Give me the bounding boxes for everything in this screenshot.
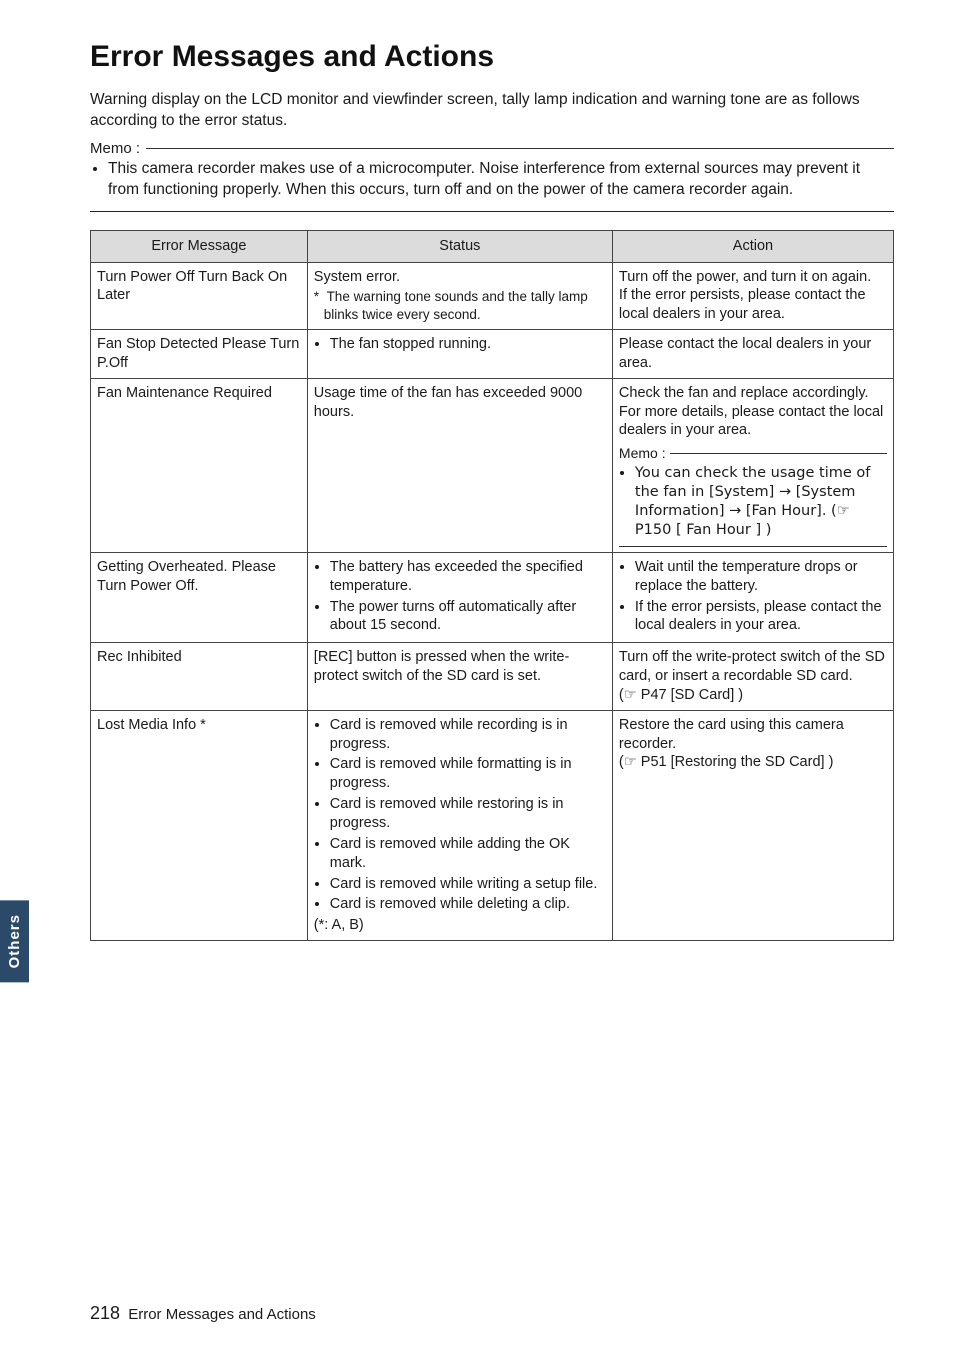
footer-label: Error Messages and Actions [128, 1306, 316, 1323]
inner-memo-end-rule [619, 546, 887, 547]
status-list: The fan stopped running. [314, 335, 606, 354]
status-lead: System error. [314, 268, 606, 287]
action-list: Wait until the temperature drops or repl… [619, 558, 887, 635]
status-star-note: * The warning tone sounds and the tally … [314, 288, 606, 323]
table-header-row: Error Message Status Action [91, 230, 894, 262]
status-list: Card is removed while recording is in pr… [314, 716, 606, 914]
status-item: Card is removed while recording is in pr… [330, 716, 606, 754]
inner-memo-item: You can check the usage time of the fan … [635, 464, 887, 539]
cell-status: The battery has exceeded the specified t… [307, 552, 612, 642]
cell-action: Check the fan and replace accordingly. F… [612, 378, 893, 552]
status-item: Card is removed while adding the OK mark… [330, 835, 606, 873]
inner-memo-header: Memo : [619, 444, 887, 462]
cell-msg: Lost Media Info * [91, 710, 308, 940]
table-row: Lost Media Info * Card is removed while … [91, 710, 894, 940]
cell-status: The fan stopped running. [307, 330, 612, 379]
col-status: Status [307, 230, 612, 262]
cell-msg: Getting Overheated. Please Turn Power Of… [91, 552, 308, 642]
page-number: 218 [90, 1303, 120, 1323]
col-error-message: Error Message [91, 230, 308, 262]
status-item: Card is removed while writing a setup fi… [330, 875, 606, 894]
action-text: Check the fan and replace accordingly. F… [619, 384, 887, 441]
cell-action: Please contact the local dealers in your… [612, 330, 893, 379]
memo-bullet: This camera recorder makes use of a micr… [108, 159, 894, 201]
cell-action: Turn off the power, and turn it on again… [612, 262, 893, 330]
table-row: Fan Maintenance Required Usage time of t… [91, 378, 894, 552]
cell-msg: Rec Inhibited [91, 643, 308, 711]
memo-bullets: This camera recorder makes use of a micr… [90, 159, 894, 201]
inner-memo-item-text: You can check the usage time of the fan … [635, 465, 870, 538]
status-item: Card is removed while formatting is in p… [330, 755, 606, 793]
col-action: Action [612, 230, 893, 262]
cell-status: [REC] button is pressed when the write-p… [307, 643, 612, 711]
table-row: Getting Overheated. Please Turn Power Of… [91, 552, 894, 642]
cell-action: Turn off the write-protect switch of the… [612, 643, 893, 711]
memo-label: Memo : [90, 140, 140, 157]
inner-memo-label: Memo : [619, 444, 666, 462]
action-item: Wait until the temperature drops or repl… [635, 558, 887, 596]
table-row: Rec Inhibited [REC] button is pressed wh… [91, 643, 894, 711]
table-row: Fan Stop Detected Please Turn P.Off The … [91, 330, 894, 379]
page: Others Error Messages and Actions Warnin… [0, 0, 954, 1354]
cell-msg: Fan Maintenance Required [91, 378, 308, 552]
cell-status: Card is removed while recording is in pr… [307, 710, 612, 940]
cell-status: Usage time of the fan has exceeded 9000 … [307, 378, 612, 552]
intro-text: Warning display on the LCD monitor and v… [90, 90, 894, 132]
error-table: Error Message Status Action Turn Power O… [90, 230, 894, 941]
status-item: Card is removed while deleting a clip. [330, 895, 606, 914]
status-tail: (*: A, B) [314, 916, 606, 935]
status-item: The fan stopped running. [330, 335, 606, 354]
cell-action: Wait until the temperature drops or repl… [612, 552, 893, 642]
cell-msg: Turn Power Off Turn Back On Later [91, 262, 308, 330]
side-tab-others: Others [0, 900, 29, 982]
inner-memo-list: You can check the usage time of the fan … [619, 464, 887, 539]
status-item: Card is removed while restoring is in pr… [330, 795, 606, 833]
status-item: The battery has exceeded the specified t… [330, 558, 606, 596]
memo-end-rule [90, 211, 894, 212]
action-item: If the error persists, please contact th… [635, 598, 887, 636]
page-title: Error Messages and Actions [90, 40, 894, 74]
action-text: Turn off the write-protect switch of the… [619, 649, 885, 703]
cell-msg: Fan Stop Detected Please Turn P.Off [91, 330, 308, 379]
memo-header: Memo : [90, 140, 894, 157]
status-star-note-text: The warning tone sounds and the tally la… [324, 289, 588, 322]
cell-status: System error. * The warning tone sounds … [307, 262, 612, 330]
inner-memo-rule [670, 453, 887, 454]
cell-action: Restore the card using this camera recor… [612, 710, 893, 940]
action-text: Restore the card using this camera recor… [619, 717, 844, 771]
memo-rule [146, 148, 894, 149]
footer: 218 Error Messages and Actions [90, 1303, 316, 1324]
table-row: Turn Power Off Turn Back On Later System… [91, 262, 894, 330]
status-list: The battery has exceeded the specified t… [314, 558, 606, 635]
status-item: The power turns off automatically after … [330, 598, 606, 636]
